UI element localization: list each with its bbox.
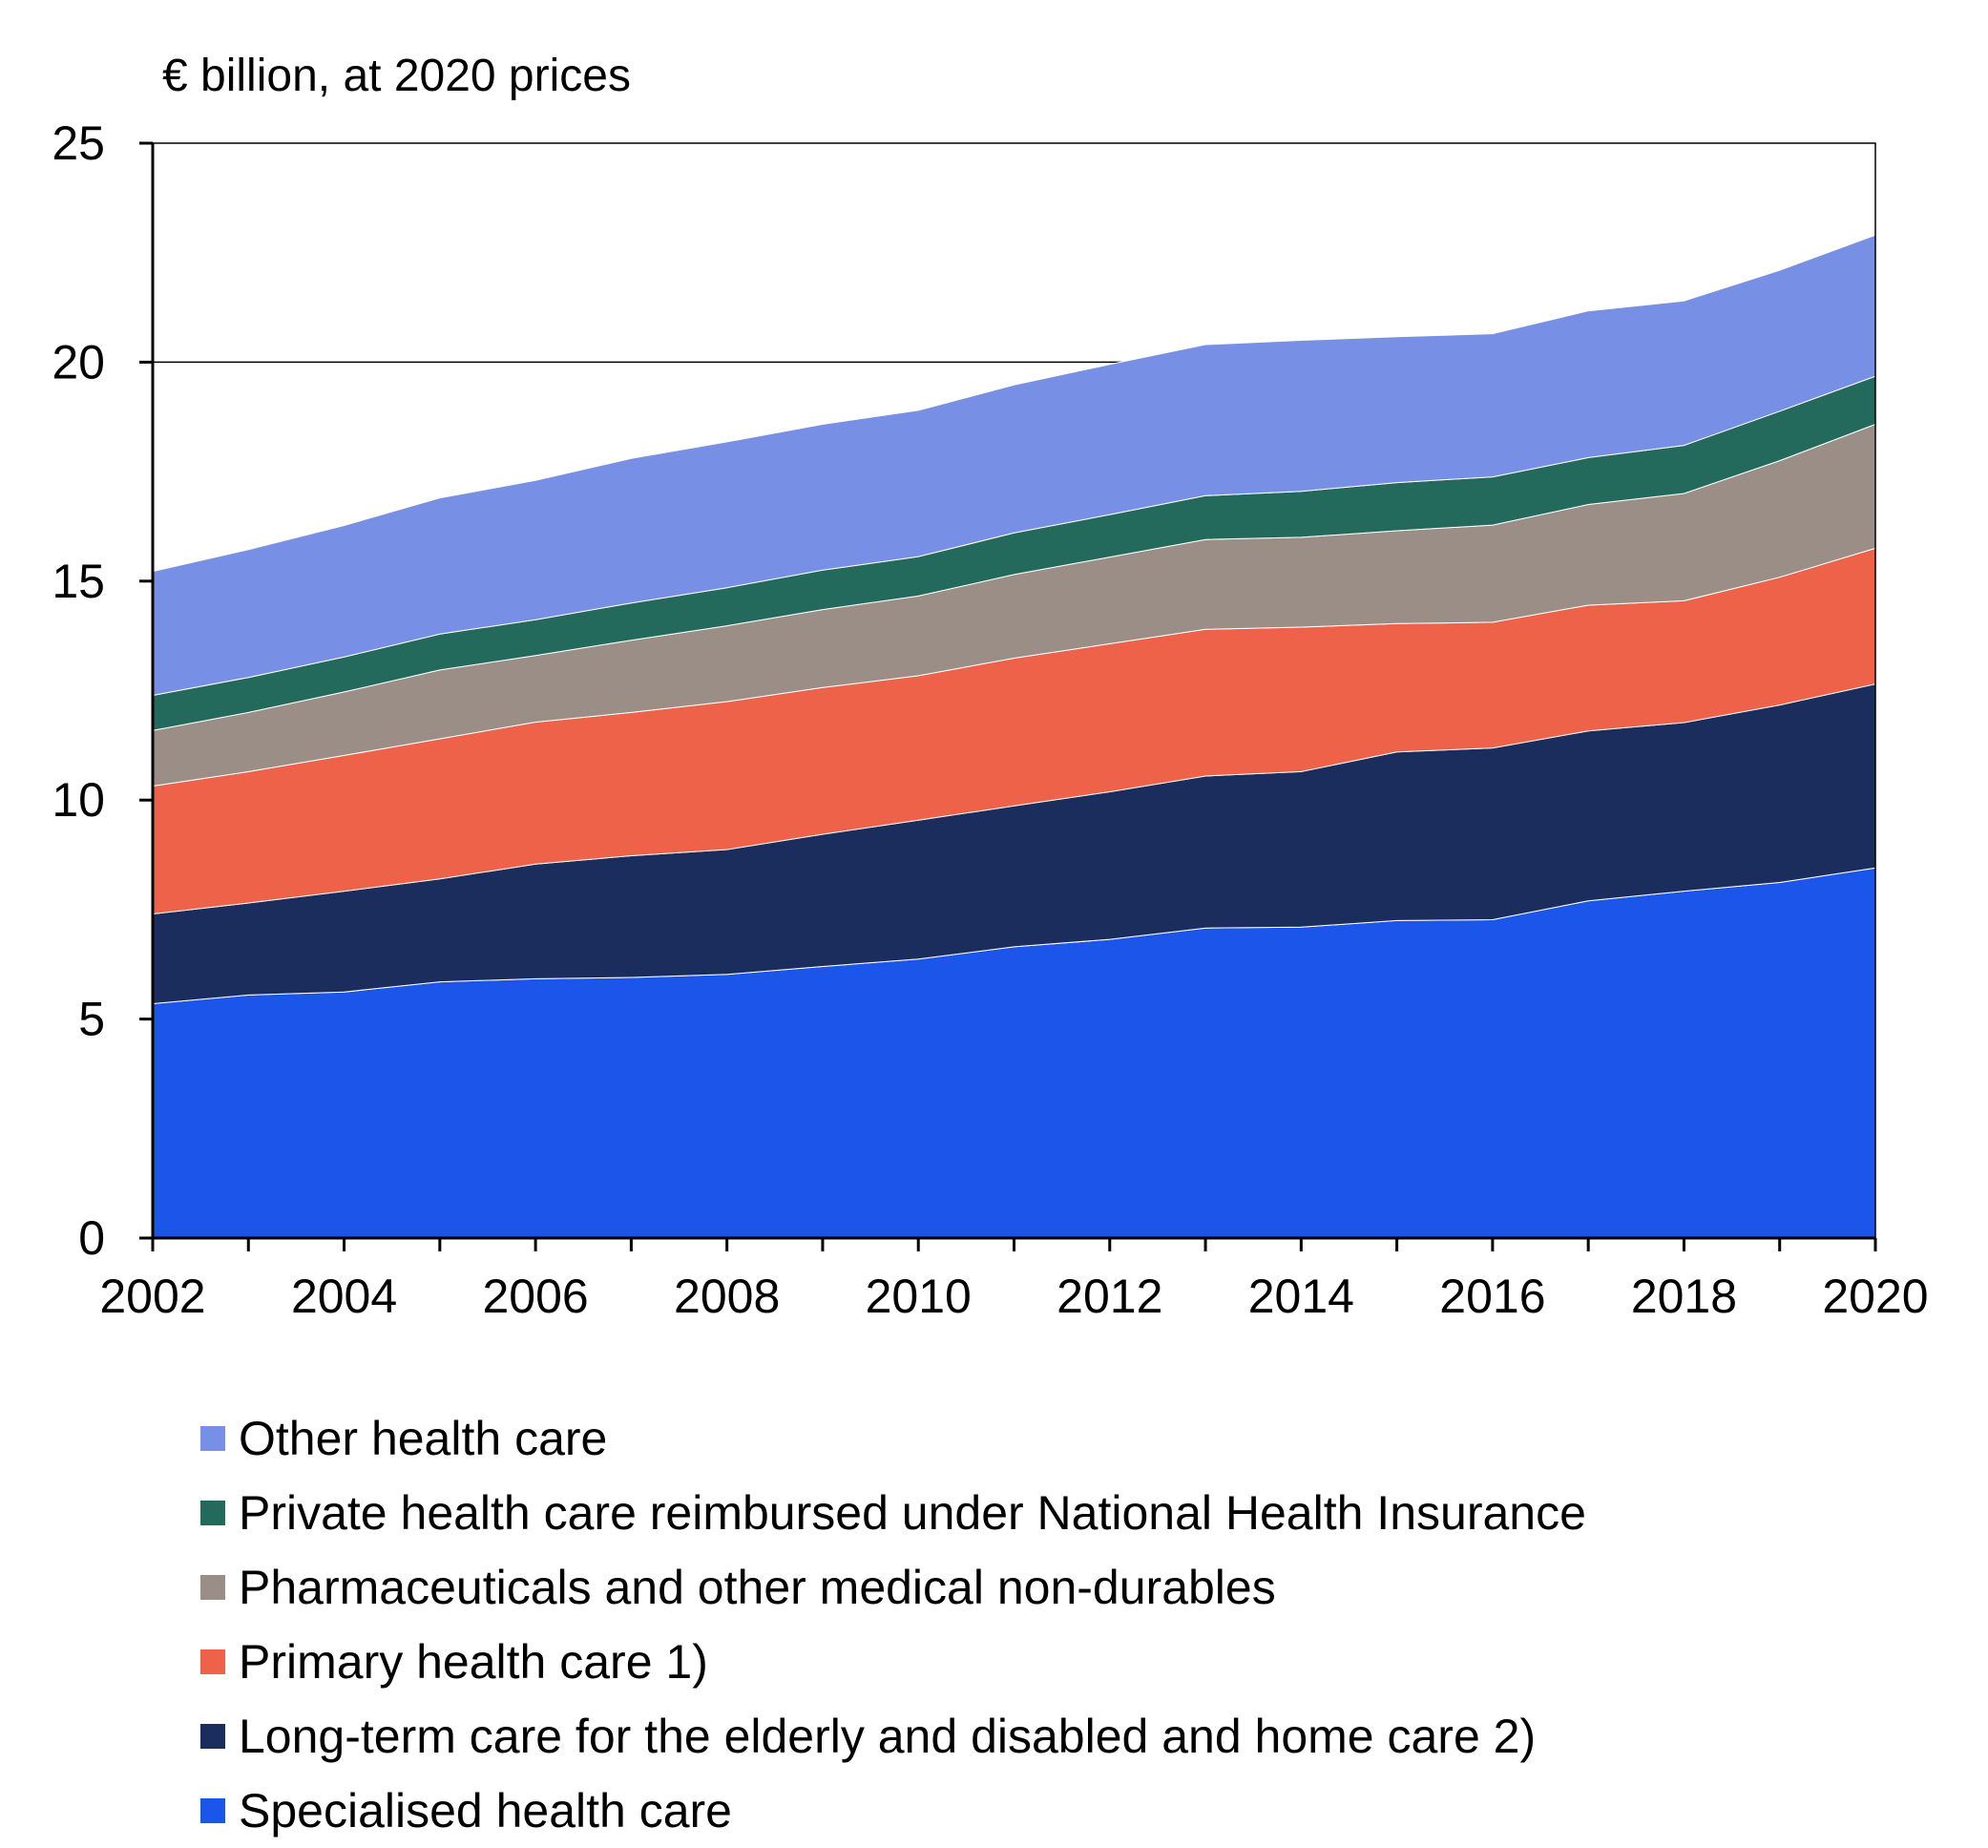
y-tick-label: 10 <box>52 773 105 827</box>
legend-label: Specialised health care <box>239 1784 732 1838</box>
legend-item: Long-term care for the elderly and disab… <box>200 1699 1586 1774</box>
legend-label: Pharmaceuticals and other medical non-du… <box>239 1561 1276 1614</box>
x-tick-label: 2020 <box>1822 1270 1928 1323</box>
x-tick-label: 2004 <box>291 1270 397 1323</box>
legend-swatch <box>200 1798 225 1823</box>
legend-item: Primary health care 1) <box>200 1625 1586 1699</box>
x-tick-label: 2012 <box>1057 1270 1162 1323</box>
legend-swatch <box>200 1501 225 1525</box>
x-tick-label: 2018 <box>1631 1270 1737 1323</box>
legend-item: Other health care <box>200 1401 1586 1476</box>
y-tick-label: 20 <box>52 335 105 388</box>
legend: Other health care Private health care rei… <box>200 1401 1586 1848</box>
legend-swatch <box>200 1575 225 1600</box>
y-tick-label: 0 <box>78 1211 105 1265</box>
legend-item: Private health care reimbursed under Nat… <box>200 1476 1586 1550</box>
axes <box>139 141 1877 1251</box>
x-tick-label: 2010 <box>866 1270 972 1323</box>
legend-item: Specialised health care <box>200 1774 1586 1848</box>
x-tick-label: 2006 <box>482 1270 588 1323</box>
y-axis-label: € billion, at 2020 prices <box>162 51 631 101</box>
area-series-group <box>152 234 1876 1239</box>
x-tick-label: 2008 <box>674 1270 780 1323</box>
legend-label: Other health care <box>239 1412 608 1465</box>
legend-item: Pharmaceuticals and other medical non-du… <box>200 1550 1586 1625</box>
y-tick-label: 25 <box>52 116 105 170</box>
y-tick-label: 15 <box>52 555 105 608</box>
legend-swatch <box>200 1724 225 1749</box>
x-tick-label: 2016 <box>1439 1270 1545 1323</box>
legend-label: Primary health care 1) <box>239 1635 708 1689</box>
legend-swatch <box>200 1426 225 1451</box>
legend-swatch <box>200 1649 225 1674</box>
legend-label: Long-term care for the elderly and disab… <box>239 1710 1537 1763</box>
legend-label: Private health care reimbursed under Nat… <box>239 1486 1586 1540</box>
x-tick-label: 2002 <box>99 1270 205 1323</box>
y-tick-label: 5 <box>78 993 105 1046</box>
chart-svg: € billion, at 2020 prices 0 5 10 15 20 25 2002… <box>52 51 1928 1323</box>
x-tick-label: 2014 <box>1248 1270 1354 1323</box>
tick-labels: 0 5 10 15 20 25 2002 2004 2006 2008 2010 2012 2014 20… <box>52 116 1928 1323</box>
